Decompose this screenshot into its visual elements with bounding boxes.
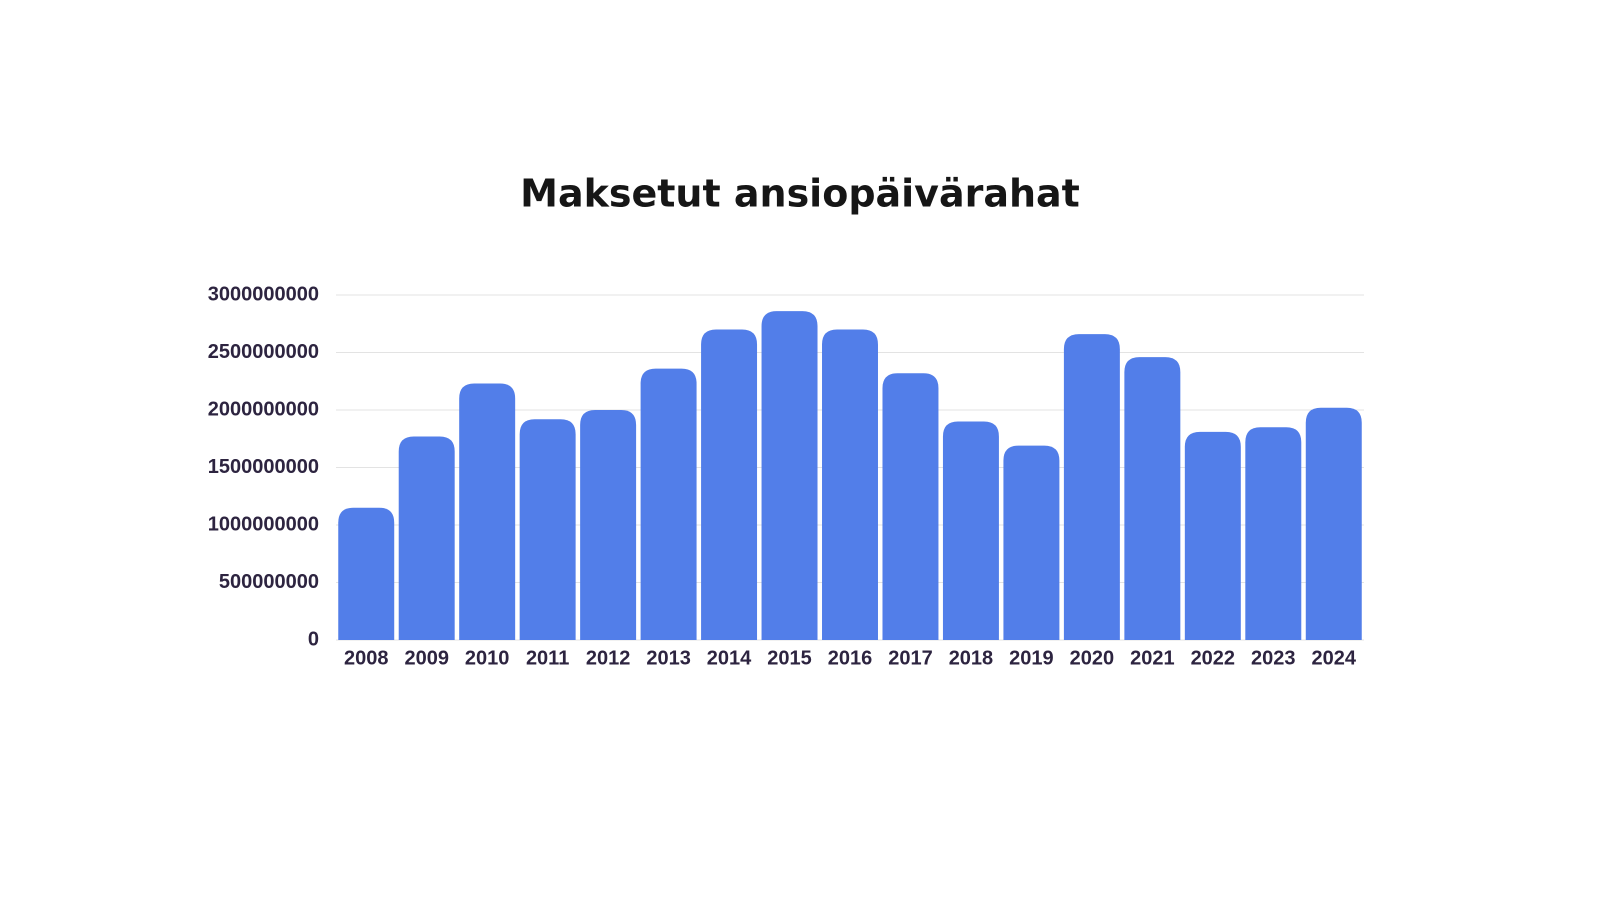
y-tick-label: 1000000000 bbox=[208, 513, 319, 535]
bar bbox=[761, 311, 818, 640]
chart-title: Maksetut ansiopäivärahat bbox=[520, 172, 1080, 216]
bar bbox=[1305, 407, 1362, 640]
y-tick-label: 1500000000 bbox=[208, 456, 319, 478]
bar bbox=[338, 507, 395, 640]
x-tick-label: 2009 bbox=[404, 647, 449, 669]
bar bbox=[701, 329, 758, 640]
x-tick-label: 2011 bbox=[526, 647, 569, 669]
bar bbox=[882, 373, 939, 640]
bar bbox=[822, 329, 878, 640]
x-tick-label: 2014 bbox=[707, 647, 752, 669]
y-tick-label: 2000000000 bbox=[208, 398, 319, 420]
x-tick-label: 2010 bbox=[465, 647, 510, 669]
bar bbox=[519, 419, 576, 640]
y-tick-label: 2500000000 bbox=[208, 341, 319, 363]
x-tick-label: 2013 bbox=[646, 647, 691, 669]
bar bbox=[1245, 427, 1302, 640]
x-tick-label: 2020 bbox=[1070, 647, 1115, 669]
x-tick-label: 2017 bbox=[888, 647, 933, 669]
bar bbox=[1124, 357, 1181, 640]
bar bbox=[942, 421, 999, 640]
x-tick-label: 2024 bbox=[1312, 647, 1357, 669]
x-tick-label: 2008 bbox=[344, 647, 389, 669]
x-tick-label: 2022 bbox=[1191, 647, 1236, 669]
x-tick-label: 2023 bbox=[1251, 647, 1296, 669]
bar bbox=[580, 410, 637, 640]
x-tick-label: 2021 bbox=[1130, 647, 1175, 669]
bar bbox=[1184, 431, 1241, 640]
x-tick-label: 2012 bbox=[586, 647, 631, 669]
bar bbox=[1003, 445, 1060, 640]
y-tick-label: 3000000000 bbox=[208, 283, 319, 305]
x-tick-label: 2018 bbox=[949, 647, 994, 669]
bar bbox=[640, 368, 697, 640]
y-tick-label: 0 bbox=[308, 628, 319, 650]
y-tick-label: 500000000 bbox=[219, 571, 319, 593]
x-tick-label: 2016 bbox=[828, 647, 873, 669]
x-tick-label: 2019 bbox=[1009, 647, 1054, 669]
bar bbox=[398, 436, 455, 640]
x-tick-label: 2015 bbox=[767, 647, 812, 669]
bar bbox=[1063, 334, 1120, 640]
bar bbox=[459, 383, 516, 640]
